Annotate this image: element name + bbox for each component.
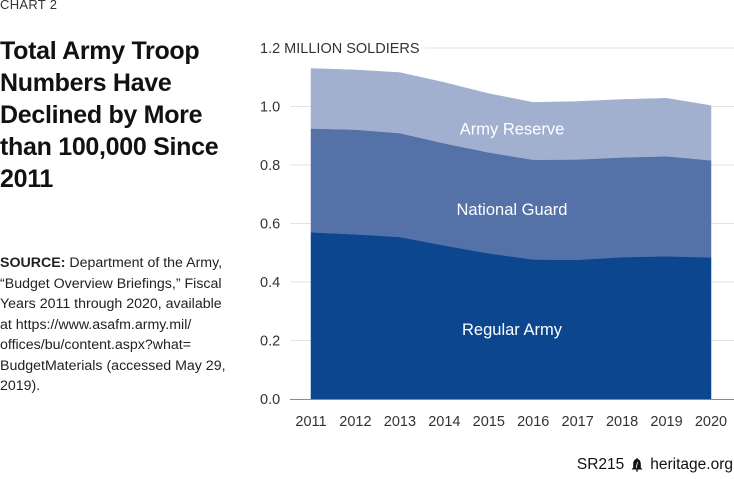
- y-tick-label: 1.0: [260, 100, 280, 116]
- x-tick-label: 2014: [428, 414, 460, 430]
- x-tick-labels: 2011 2012 2013 2014 2015 2016 2017 2018 2019 2020: [295, 414, 727, 430]
- source-note: SOURCE: Department of the Army, “Budget …: [0, 253, 235, 397]
- area-army-reserve: [310, 68, 712, 161]
- chart-title: Total Army Troop Numbers Have Declined b…: [0, 37, 219, 193]
- x-tick-label: 2012: [339, 414, 371, 430]
- source-prefix: SOURCE:: [0, 255, 66, 271]
- source-text: Department of the Army, “Budget Overview…: [0, 255, 226, 394]
- x-tick-label: 2020: [695, 414, 727, 430]
- y-tick-label: 0.6: [260, 217, 280, 233]
- series-label-regular-army: Regular Army: [462, 321, 563, 339]
- series-areas: [310, 68, 712, 400]
- series-label-national-guard: National Guard: [457, 201, 568, 219]
- liberty-bell-icon: [631, 458, 643, 472]
- y-tick-label: 0.4: [260, 275, 280, 291]
- series-labels: Regular Army National Guard Army Reserve: [457, 120, 568, 338]
- chart-number-label: CHART 2: [0, 0, 58, 12]
- y-tick-label: 1.2 MILLION SOLDIERS: [260, 41, 420, 57]
- report-id: SR215: [576, 456, 625, 473]
- y-tick-labels: 0.0 0.2 0.4 0.6 0.8 1.0 1.2 MILLION SOLDIERS: [260, 41, 420, 408]
- site-name: heritage.org: [650, 456, 733, 473]
- x-tick-label: 2017: [562, 414, 594, 430]
- x-tick-label: 2019: [650, 414, 682, 430]
- x-tick-label: 2016: [517, 414, 549, 430]
- x-tick-label: 2011: [295, 414, 326, 430]
- x-tick-label: 2018: [606, 414, 638, 430]
- footer: SR215 heritage.org: [577, 456, 733, 474]
- x-tick-label: 2015: [473, 414, 505, 430]
- y-tick-label: 0.0: [260, 392, 280, 408]
- y-tick-label: 0.8: [260, 158, 280, 174]
- area-regular-army: [310, 232, 712, 400]
- y-tick-label: 0.2: [260, 334, 280, 350]
- x-tick-label: 2013: [384, 414, 416, 430]
- series-label-army-reserve: Army Reserve: [460, 120, 565, 138]
